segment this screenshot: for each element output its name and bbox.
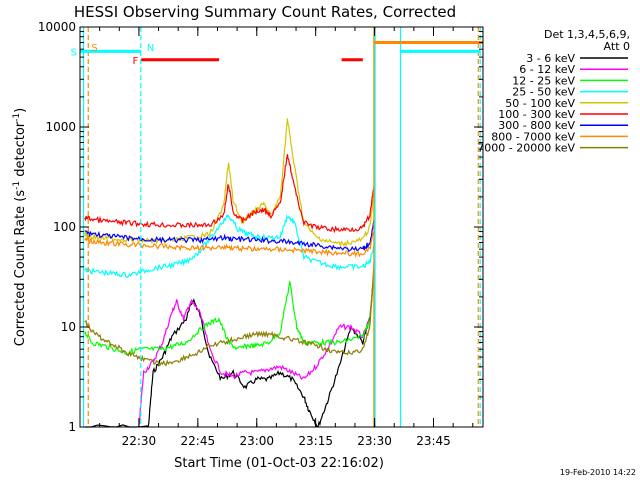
x-tick-label: 23:45: [416, 434, 451, 448]
legend-header-1: Det 1,3,4,5,6,9,: [544, 28, 630, 41]
y-axis-label-sup2: -1: [12, 113, 22, 122]
x-tick-label: 23:30: [357, 434, 392, 448]
series-line: [84, 218, 376, 252]
legend-label: 800 - 7000 keV: [491, 130, 575, 143]
series-line: [84, 213, 376, 278]
y-axis-label: Corrected Count Rate (s-1 detector-1): [12, 108, 28, 346]
legend-label: 25 - 50 keV: [512, 86, 575, 99]
y-axis-label-main: Corrected Count Rate (s: [13, 190, 28, 347]
y-tick-label: 1000: [45, 120, 76, 134]
y-axis: 1 10 100 1000 10000: [38, 20, 483, 434]
date-stamp: 19-Feb-2010 14:22: [560, 468, 636, 477]
legend-label: 50 - 100 keV: [505, 97, 575, 110]
series-line: [84, 266, 376, 428]
y-axis-label-end: ): [13, 108, 28, 113]
x-tick-label: 22:30: [122, 434, 157, 448]
legend-label: 300 - 800 keV: [498, 119, 575, 132]
y-axis-label-sup1: -1: [12, 181, 22, 190]
series-line: [84, 266, 376, 356]
legend-label: 12 - 25 keV: [512, 74, 575, 87]
x-tick-label: 23:00: [239, 434, 274, 448]
series-line: [138, 266, 376, 426]
legend-label: 6 - 12 keV: [519, 63, 575, 76]
time-marker-label: N: [147, 43, 154, 54]
series-layer: [84, 118, 376, 428]
x-tick-label: 22:45: [181, 434, 216, 448]
series-line: [84, 154, 376, 234]
chart-title: HESSI Observing Summary Count Rates, Cor…: [74, 3, 456, 21]
x-axis-label: Start Time (01-Oct-03 22:16:02): [174, 456, 384, 471]
y-axis-label-mid: detector: [13, 121, 28, 181]
x-axis: 22:30 22:45 23:00 23:15 23:30 23:45: [79, 27, 474, 448]
flag-bar-label: F: [133, 56, 139, 67]
legend-label: 100 - 300 keV: [498, 108, 575, 121]
legend-label: 7000 - 20000 keV: [477, 142, 575, 155]
x-tick-label: 23:15: [298, 434, 333, 448]
series-line: [84, 118, 376, 248]
legend-label: 3 - 6 keV: [526, 52, 575, 65]
series-line: [84, 226, 376, 259]
time-marker-label: S: [91, 43, 97, 54]
y-tick-label: 10000: [38, 20, 76, 34]
y-tick-label: 100: [53, 220, 76, 234]
series-line: [84, 257, 376, 367]
legend-header-2: Att 0: [604, 40, 630, 53]
flag-bar-label: S: [71, 47, 77, 58]
y-tick-label: 1: [68, 420, 76, 434]
y-tick-label: 10: [61, 320, 76, 334]
